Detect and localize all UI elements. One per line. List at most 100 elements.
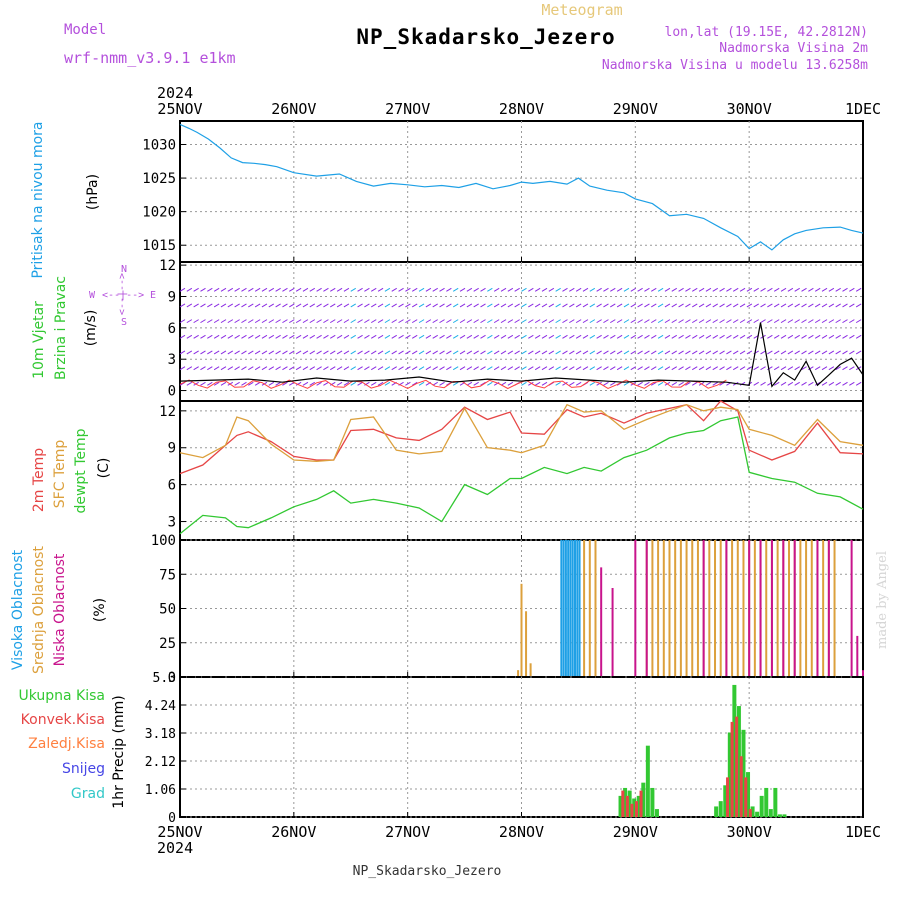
wind-barb (569, 350, 575, 355)
wind-barb (555, 381, 561, 386)
wind-barb (323, 319, 329, 324)
wind-barb (193, 303, 199, 308)
wind-barb (685, 366, 691, 371)
wind-barb (630, 287, 637, 292)
wind-barb (623, 334, 630, 339)
bottom-tick-label: 29NOV (613, 823, 658, 841)
wind-barb (411, 366, 418, 371)
legend-ukupna: Ukupna Kisa (18, 688, 105, 704)
wind-barb (569, 366, 575, 371)
wind-barb (261, 303, 268, 308)
wind-barb (357, 319, 363, 324)
wind-barb (350, 287, 357, 292)
top-date-ticks: 25NOV 26NOV 27NOV 28NOV 29NOV 30NOV 1DEC (157, 100, 881, 118)
wind-barb (794, 366, 800, 371)
wind-barb (637, 303, 643, 308)
wind-barb (698, 319, 705, 324)
wind-barb (808, 303, 814, 308)
wind-barb (767, 319, 773, 324)
wind-barb (493, 303, 500, 308)
wind-barb (200, 381, 206, 386)
wind-barb (630, 366, 637, 371)
wind-barb (234, 381, 240, 386)
wind-barb (691, 334, 698, 339)
wind-barb (227, 350, 234, 355)
wind-barb (480, 381, 486, 386)
wind-barb (630, 303, 637, 308)
wind-barb (411, 319, 418, 324)
wind-barb (691, 350, 698, 355)
wind-barb (746, 319, 753, 324)
wind-barb (835, 303, 841, 308)
wind-barb (664, 303, 671, 308)
wind-barb (657, 366, 664, 371)
wind-barb (268, 366, 275, 371)
wind-barb (801, 287, 807, 292)
wind-barb (323, 303, 329, 308)
wind-barb (370, 366, 377, 371)
wind-barb (705, 303, 712, 308)
wind-barb (514, 334, 520, 339)
wind-barb (814, 350, 821, 355)
wind-barb (452, 366, 459, 371)
wind-barb (364, 319, 370, 324)
wind-barb (651, 366, 657, 371)
cloud-unit: (%) (92, 598, 108, 622)
wind-ylabel-2-text: Brzina i Pravac (53, 276, 69, 380)
wind-barb (282, 381, 288, 386)
wind-barb (254, 319, 261, 324)
wind-barb (610, 350, 616, 355)
wind-barb (493, 287, 500, 292)
temp-ylabel-3-text: dewpt Temp (73, 428, 89, 513)
station-title: NP_Skadarsko_Jezero (356, 25, 615, 49)
wind-barb (569, 303, 575, 308)
wind-barb (254, 334, 261, 339)
wind-barb (466, 287, 473, 292)
wind-barb (842, 350, 848, 355)
wind-barb (364, 350, 370, 355)
wind-barb (323, 366, 329, 371)
wind-barb (295, 366, 302, 371)
wind-barb (664, 334, 671, 339)
wind-barb (548, 334, 555, 339)
wind-barb (521, 287, 527, 292)
wind-barb (309, 381, 316, 386)
temp-ylabel-1-text: 2m Temp (31, 448, 47, 512)
wind-barb (487, 303, 493, 308)
wind-barb (254, 287, 261, 292)
wind-barb (712, 287, 718, 292)
wind-barb (295, 381, 302, 386)
wind-barb (207, 303, 213, 308)
wind-barb (821, 350, 828, 355)
wind-barb (452, 319, 459, 324)
wind-barb (801, 366, 807, 371)
wind-barb (323, 287, 329, 292)
wind-barb (773, 303, 780, 308)
wind-barb (473, 350, 479, 355)
precip-legend: Ukupna Kisa Konvek.Kisa Zaledj.Kisa Snij… (18, 688, 105, 802)
wind-barb (330, 334, 336, 339)
wind-barb (487, 381, 493, 386)
wind-barb (521, 334, 527, 339)
wind-barb (254, 366, 261, 371)
wind-barb (432, 319, 438, 324)
footer-title: NP_Skadarsko_Jezero (353, 864, 502, 879)
wind-barb (405, 303, 411, 308)
wind-barb (466, 334, 473, 339)
wind-barb (452, 303, 459, 308)
wind-barb (261, 366, 268, 371)
cloud-ylabel-3-text: Niska Oblacnost (52, 553, 68, 666)
wind-barb (616, 334, 623, 339)
wind-barb (821, 287, 828, 292)
wind-barb (480, 319, 486, 324)
temp-ylabel-2-text: SFC Temp (52, 440, 68, 509)
y-tick-label: 4.24 (145, 699, 176, 714)
wind-barb (773, 287, 780, 292)
wind-barb (193, 319, 199, 324)
wind-barb (336, 287, 343, 292)
wind-barb (370, 303, 377, 308)
wind-barb (398, 334, 404, 339)
wind-barb (698, 350, 705, 355)
wind-barb (610, 287, 616, 292)
wind-barb (623, 319, 630, 324)
